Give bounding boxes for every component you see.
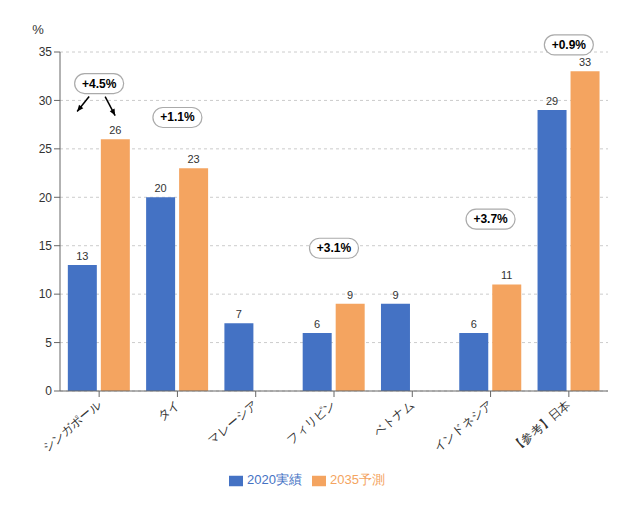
- svg-text:35: 35: [39, 45, 53, 59]
- svg-text:11: 11: [501, 269, 512, 281]
- svg-text:6: 6: [314, 318, 320, 330]
- svg-text:30: 30: [39, 94, 53, 108]
- html-text:2020実績: 2020実績: [247, 472, 302, 487]
- svg-text:+0.9%: +0.9%: [552, 38, 587, 52]
- svg-text:%: %: [32, 22, 44, 37]
- svg-text:+3.1%: +3.1%: [317, 241, 352, 255]
- html-text:2035予測: 2035予測: [330, 472, 385, 487]
- svg-text:ベトナム: ベトナム: [371, 398, 417, 440]
- svg-text:15: 15: [39, 239, 53, 253]
- svg-text:20: 20: [39, 191, 53, 205]
- svg-text:13: 13: [76, 250, 88, 262]
- svg-text:+1.1%: +1.1%: [160, 110, 195, 124]
- svg-text:【参考】日本: 【参考】日本: [509, 398, 573, 455]
- svg-text:10: 10: [39, 287, 53, 301]
- svg-text:フィリピン: フィリピン: [284, 398, 339, 447]
- svg-text:タイ: タイ: [155, 398, 182, 424]
- svg-text:7: 7: [236, 308, 242, 320]
- svg-text:29: 29: [546, 95, 558, 107]
- svg-text:6: 6: [471, 318, 477, 330]
- svg-text:20: 20: [154, 182, 166, 194]
- svg-text:マレーシア: マレーシア: [205, 398, 260, 447]
- svg-text:26: 26: [109, 124, 121, 136]
- svg-text:33: 33: [579, 56, 591, 68]
- svg-text:+4.5%: +4.5%: [82, 77, 117, 91]
- svg-text:0: 0: [45, 384, 52, 398]
- svg-text:インドネシア: インドネシア: [431, 398, 495, 455]
- svg-text:5: 5: [45, 336, 52, 350]
- svg-text:シンガポール: シンガポール: [39, 398, 103, 455]
- svg-text:25: 25: [39, 142, 53, 156]
- svg-text:+3.7%: +3.7%: [473, 212, 508, 226]
- svg-text:9: 9: [392, 289, 398, 301]
- svg-text:23: 23: [187, 153, 199, 165]
- svg-text:9: 9: [347, 289, 353, 301]
